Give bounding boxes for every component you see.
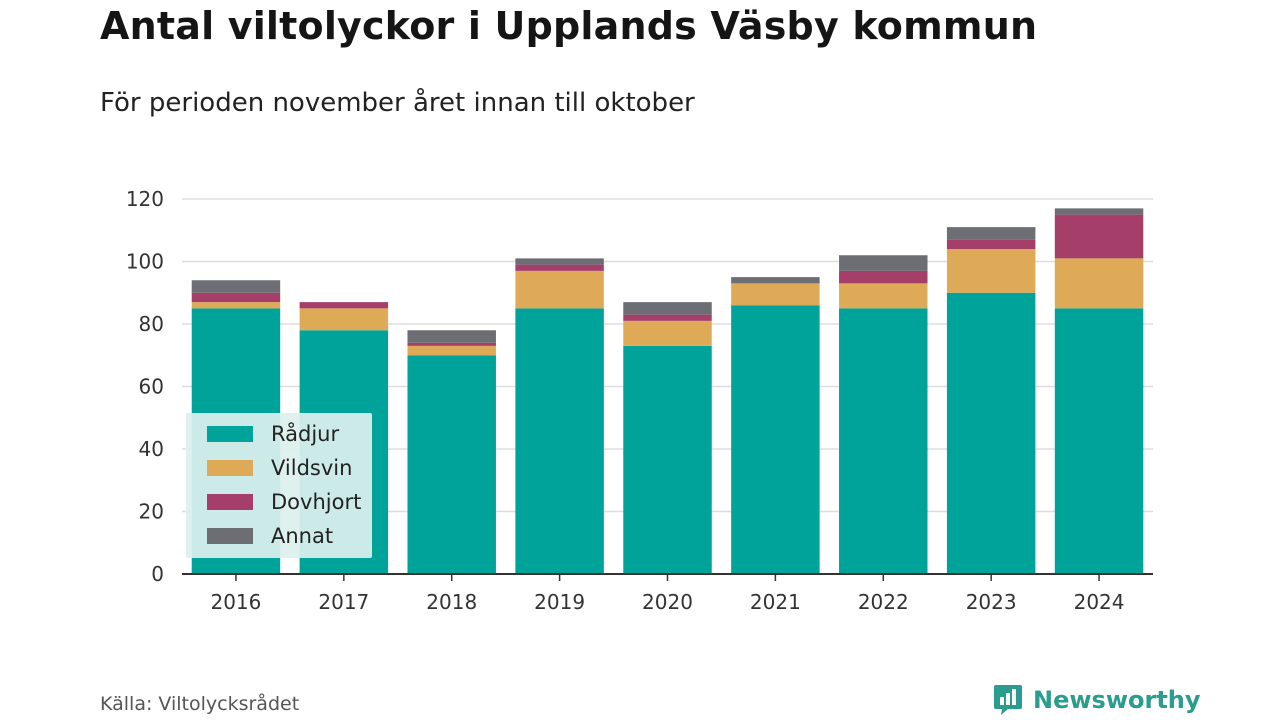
- bar-segment-rådjur-2022: [839, 308, 928, 574]
- bar-segment-annat-2023: [946, 227, 1036, 240]
- x-tick-label: 2023: [966, 590, 1017, 614]
- legend-swatch-radjur: [207, 426, 253, 442]
- bar-segment-annat-2020: [623, 302, 712, 315]
- x-tick-label: 2021: [750, 590, 801, 614]
- x-tick-label: 2020: [642, 590, 693, 614]
- y-tick-label: 80: [139, 312, 164, 336]
- legend-label-radjur: Rådjur: [271, 422, 340, 446]
- bar-segment-vildsvin-2017: [299, 308, 389, 331]
- bar-segment-dovhjort-2024: [1054, 214, 1144, 259]
- bar-segment-annat-2022: [839, 255, 928, 271]
- legend-label-vildsvin: Vildsvin: [271, 456, 353, 480]
- x-tick-label: 2019: [534, 590, 585, 614]
- bar-segment-rådjur-2019: [515, 308, 604, 574]
- legend: Rådjur Vildsvin Dovhjort Annat: [186, 413, 372, 558]
- source-note: Källa: Viltolycksrådet: [100, 693, 300, 715]
- bar-segment-rådjur-2024: [1054, 308, 1144, 574]
- bar-segment-dovhjort-2022: [839, 270, 928, 284]
- x-tick-label: 2018: [426, 590, 477, 614]
- bar-segment-annat-2019: [515, 258, 604, 265]
- newsworthy-logo-text: Newsworthy: [1033, 686, 1201, 714]
- newsworthy-logo: Newsworthy: [993, 684, 1201, 716]
- legend-item-vildsvin: Vildsvin: [207, 451, 352, 485]
- y-tick-label: 40: [139, 437, 164, 461]
- bar-segment-rådjur-2020: [623, 345, 712, 574]
- x-tick-label: 2016: [210, 590, 261, 614]
- chart-subtitle: För perioden november året innan till ok…: [100, 88, 695, 118]
- legend-item-dovhjort: Dovhjort: [207, 485, 361, 519]
- legend-item-radjur: Rådjur: [207, 417, 339, 451]
- bar-segment-vildsvin-2016: [191, 302, 281, 309]
- bar-segment-annat-2024: [1054, 208, 1144, 215]
- legend-swatch-vildsvin: [207, 460, 253, 476]
- y-tick-label: 20: [139, 500, 164, 524]
- y-tick-label: 60: [139, 375, 164, 399]
- bar-segment-vildsvin-2024: [1054, 258, 1144, 309]
- bar-segment-rådjur-2021: [731, 305, 820, 574]
- bar-segment-annat-2016: [191, 280, 281, 293]
- bar-segment-vildsvin-2018: [407, 345, 496, 356]
- legend-swatch-dovhjort: [207, 494, 253, 510]
- y-tick-label: 120: [126, 187, 164, 211]
- legend-label-dovhjort: Dovhjort: [271, 490, 362, 514]
- axes: 0 20 40 60 80 100 120 2016 2017 2018 2019 2020 2021 2…: [126, 187, 1153, 614]
- y-tick-label: 0: [151, 562, 164, 586]
- bar-segment-annat-2018: [407, 330, 496, 343]
- legend-item-annat: Annat: [207, 519, 333, 553]
- newsworthy-logo-icon: [994, 685, 1022, 715]
- bar-segment-dovhjort-2020: [623, 314, 712, 321]
- x-tick-label: 2024: [1074, 590, 1125, 614]
- bar-segment-rådjur-2023: [946, 292, 1036, 574]
- x-tick-label: 2022: [858, 590, 909, 614]
- chart-title: Antal viltolyckor i Upplands Väsby kommu…: [100, 4, 1038, 48]
- legend-label-annat: Annat: [271, 524, 334, 548]
- legend-swatch-annat: [207, 528, 253, 544]
- bar-segment-vildsvin-2020: [623, 320, 712, 346]
- bar-segment-vildsvin-2023: [946, 249, 1036, 293]
- bar-segment-vildsvin-2019: [515, 270, 604, 309]
- bar-segment-dovhjort-2016: [191, 292, 281, 303]
- bar-segment-rådjur-2018: [407, 355, 496, 574]
- bar-segment-dovhjort-2023: [946, 239, 1036, 249]
- bar-segment-annat-2021: [731, 277, 820, 284]
- bar-segment-dovhjort-2019: [515, 264, 604, 271]
- bar-segment-vildsvin-2022: [839, 283, 928, 309]
- bar-segment-dovhjort-2018: [407, 342, 496, 346]
- y-tick-label: 100: [126, 250, 164, 274]
- bar-segment-vildsvin-2021: [731, 283, 820, 306]
- x-tick-label: 2017: [318, 590, 369, 614]
- bar-segment-dovhjort-2017: [299, 302, 389, 309]
